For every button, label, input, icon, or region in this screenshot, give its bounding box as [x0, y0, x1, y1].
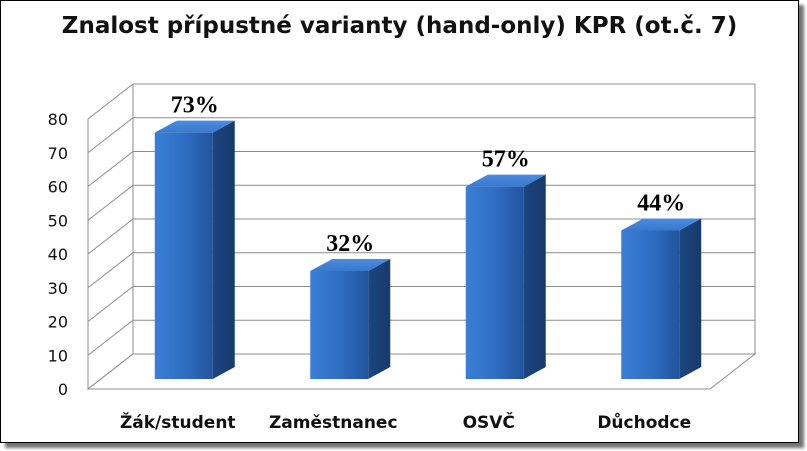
category-label: Důchodce [597, 411, 691, 433]
gridline-depth [87, 117, 134, 154]
y-tick-label: 0 [58, 380, 68, 399]
bar-top [154, 120, 235, 133]
bar [154, 120, 235, 379]
bar-top [621, 218, 702, 231]
bar-front [154, 132, 213, 379]
data-label: 57% [482, 147, 530, 173]
y-tick-label: 50 [48, 211, 68, 230]
data-label: 73% [171, 93, 219, 119]
y-tick-label: 70 [48, 144, 68, 163]
gridline-depth [87, 184, 134, 221]
category-label: OSVČ [463, 411, 515, 433]
bar [465, 174, 546, 379]
gridline-depth [87, 319, 134, 356]
y-tick-label: 60 [48, 178, 68, 197]
y-tick-label: 40 [48, 245, 68, 264]
chart-floor [86, 353, 757, 390]
gridline-depth [87, 218, 134, 255]
data-label: 32% [326, 231, 374, 257]
data-label: 44% [637, 191, 685, 217]
bar [310, 259, 391, 379]
y-tick-label: 20 [48, 313, 68, 332]
bar-front [621, 230, 680, 379]
bar-side [523, 174, 546, 379]
bar [621, 218, 702, 379]
category-label: Žák/student [120, 411, 236, 433]
y-tick-label: 10 [48, 346, 68, 365]
bar-side [679, 218, 702, 379]
bar-side [368, 259, 391, 379]
category-label: Zaměstnanec [269, 413, 398, 433]
chart-title: Znalost přípustné varianty (hand-only) K… [61, 13, 738, 39]
bar-front [310, 271, 369, 379]
y-tick-label: 80 [48, 110, 68, 129]
bar-top [310, 259, 391, 271]
gridline-depth [87, 252, 134, 289]
bar-side [212, 120, 235, 379]
gridline-depth [87, 286, 134, 322]
bar-top [465, 174, 546, 187]
bar-front [465, 186, 524, 379]
y-tick-label: 30 [48, 279, 68, 298]
gridline-depth [87, 83, 134, 120]
gridline-depth [87, 151, 134, 187]
